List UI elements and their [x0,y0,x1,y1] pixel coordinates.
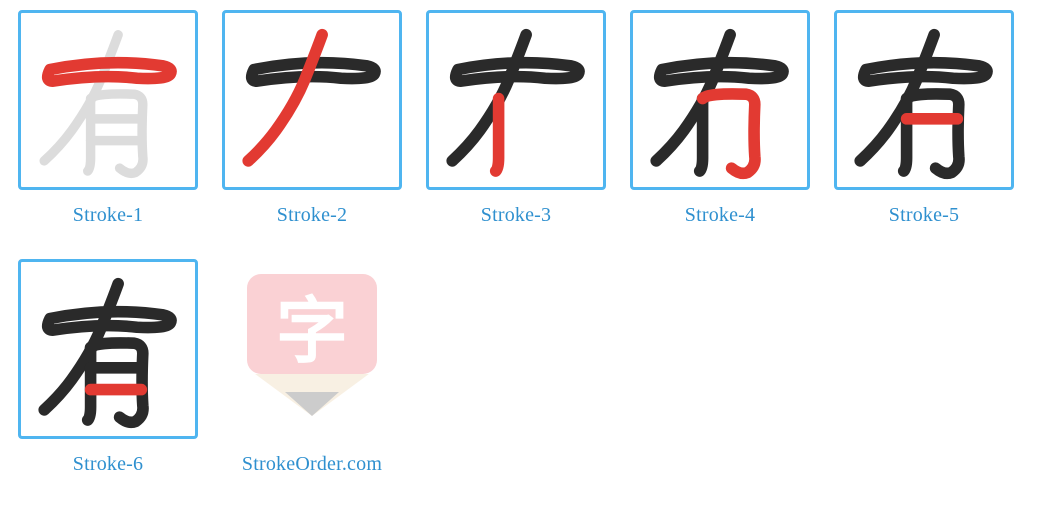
stroke-cell-3: Stroke-3 [426,10,606,227]
stroke-box [18,259,198,439]
stroke-cell-1: Stroke-1 [18,10,198,227]
stroke-svg [225,13,399,187]
stroke-svg [21,262,195,436]
stroke-svg [633,13,807,187]
site-logo: 字 [222,259,402,439]
stroke-caption: Stroke-6 [73,453,143,476]
stroke-caption: Stroke-1 [73,204,143,227]
stroke-caption: Stroke-5 [889,204,959,227]
stroke-caption: Stroke-3 [481,204,551,227]
stroke-box [222,10,402,190]
site-caption: StrokeOrder.com [242,453,382,476]
stroke-box [426,10,606,190]
stroke-svg [837,13,1011,187]
stroke-cell-4: Stroke-4 [630,10,810,227]
stroke-cell-6: Stroke-6 [18,259,198,476]
pencil-tip-icon [247,374,377,422]
stroke-caption: Stroke-4 [685,204,755,227]
logo-badge: 字 [247,274,377,374]
stroke-caption: Stroke-2 [277,204,347,227]
stroke-cell-2: Stroke-2 [222,10,402,227]
stroke-box [834,10,1014,190]
stroke-svg [429,13,603,187]
stroke-box [18,10,198,190]
logo-cell: 字 StrokeOrder.com [222,259,402,476]
logo-glyph: 字 [276,272,348,377]
stroke-cell-5: Stroke-5 [834,10,1014,227]
stroke-box [630,10,810,190]
stroke-order-grid: Stroke-1 Stroke-2 Stroke-3 Stroke-4 Stroke-5… [18,10,1038,476]
stroke-svg [21,13,195,187]
